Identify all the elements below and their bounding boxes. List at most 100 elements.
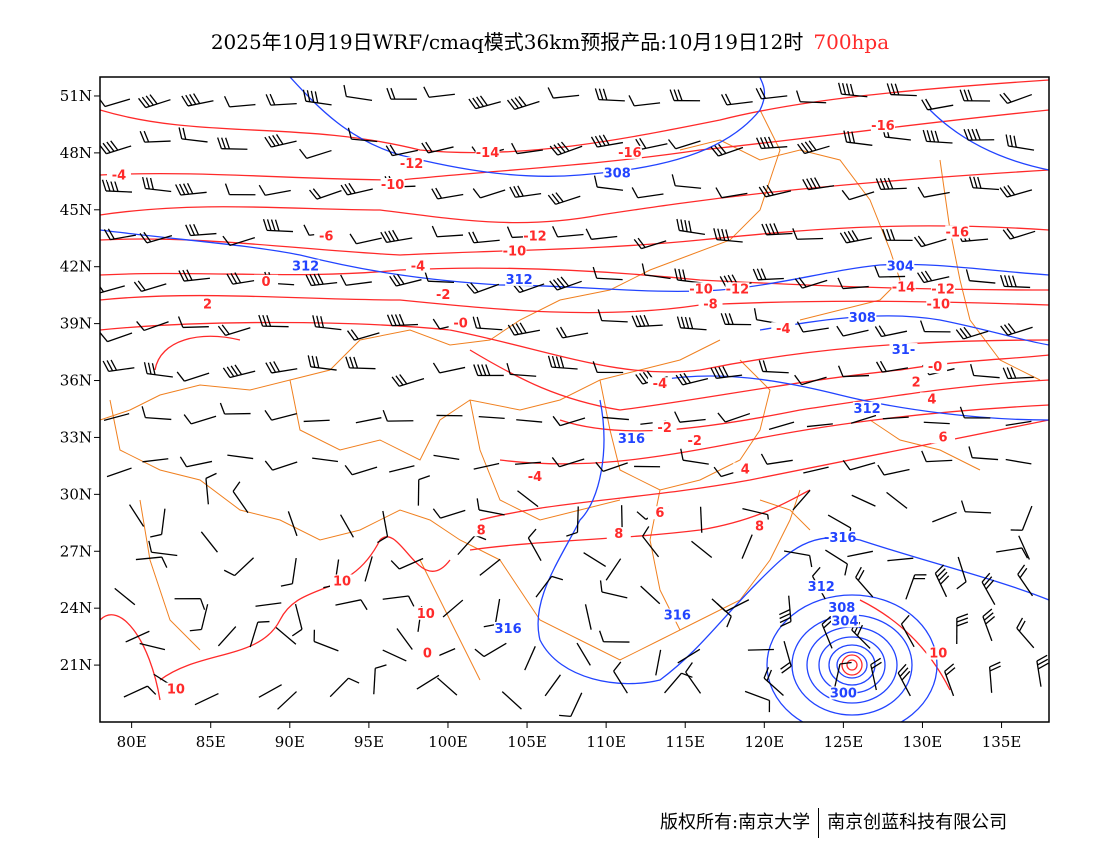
wind-barb <box>934 564 950 598</box>
barb-feather <box>963 128 969 141</box>
barb-feather <box>269 361 277 373</box>
wind-barb <box>905 574 927 600</box>
wind-barb <box>796 90 827 104</box>
barb-feather <box>1002 229 1011 240</box>
barb-feather <box>185 224 192 236</box>
barb-feather <box>959 406 965 419</box>
wind-barb <box>345 356 376 370</box>
barb-staff <box>982 616 993 642</box>
wind-barb <box>417 475 431 506</box>
barb-feather <box>1003 186 1012 197</box>
barb-feather <box>780 661 791 670</box>
barb-staff <box>882 416 909 420</box>
barb-feather <box>473 364 479 376</box>
barb-staff <box>392 149 418 157</box>
barb-staff <box>1007 326 1033 336</box>
barb-staff <box>596 277 623 281</box>
barb-staff <box>476 327 503 331</box>
wind-barb <box>576 642 591 666</box>
barb-staff <box>125 630 150 643</box>
barb-staff <box>437 677 458 696</box>
barb-feather <box>779 612 791 620</box>
wind-barb <box>222 235 256 247</box>
barb-feather <box>183 414 192 425</box>
barb-feather <box>230 272 238 284</box>
wind-barb <box>264 410 297 421</box>
barb-feather <box>968 446 973 458</box>
barb-feather <box>765 223 772 235</box>
barb-feather <box>762 185 771 197</box>
barb-feather <box>105 179 111 192</box>
barb-staff <box>562 332 589 339</box>
label-background <box>652 420 677 434</box>
barb-staff <box>620 505 623 532</box>
barb-feather <box>643 314 650 327</box>
wind-barb <box>219 402 251 415</box>
barb-staff <box>478 415 505 420</box>
barb-feather <box>547 355 553 368</box>
barb-staff <box>234 557 255 577</box>
wind-barb <box>194 692 219 706</box>
wind-barb <box>944 663 956 697</box>
barb-feather <box>769 223 776 235</box>
barb-feather <box>797 143 806 154</box>
barb-feather <box>681 672 693 678</box>
wind-barb <box>175 182 207 196</box>
barb-feather <box>549 280 558 291</box>
barb-feather <box>887 177 894 190</box>
barb-feather <box>684 220 688 232</box>
wind-barb <box>181 93 214 107</box>
barb-feather <box>913 577 926 580</box>
label-background <box>926 646 951 660</box>
barb-staff <box>146 234 173 244</box>
barb-feather <box>306 90 311 102</box>
wind-barb <box>631 187 664 199</box>
barb-feather <box>527 528 537 539</box>
wind-barb <box>875 360 909 373</box>
barb-feather <box>882 228 888 241</box>
wind-barb <box>710 143 744 157</box>
barb-staff <box>352 466 378 476</box>
barb-feather <box>186 269 193 281</box>
barb-staff <box>927 104 954 111</box>
barb-staff <box>598 98 625 102</box>
barb-feather <box>264 460 274 471</box>
barb-feather <box>302 89 307 102</box>
barb-feather <box>142 176 147 189</box>
barb-feather <box>602 88 608 101</box>
barb-staff <box>190 415 217 425</box>
barb-staff <box>544 674 561 697</box>
barb-feather <box>593 175 598 188</box>
barb-staff <box>664 672 682 694</box>
wind-barb <box>433 454 460 461</box>
barb-staff <box>1005 420 1032 426</box>
lat-tick-label: 45N <box>60 201 92 219</box>
wind-barb <box>691 540 713 559</box>
wind-barb <box>780 641 792 674</box>
barb-feather <box>1009 134 1013 147</box>
wind-barb <box>752 268 784 281</box>
barb-staff <box>416 674 440 690</box>
barb-feather <box>217 137 223 149</box>
isotherm-label: -2 <box>687 434 701 449</box>
barb-feather <box>511 142 518 154</box>
lon-tick-label: 95E <box>354 733 384 751</box>
wind-barb <box>959 89 991 102</box>
wind-barb <box>258 184 291 196</box>
barb-feather <box>713 466 722 477</box>
barb-staff <box>741 534 753 559</box>
isotherm-label: -4 <box>653 377 667 392</box>
barb-feather <box>794 278 803 289</box>
barb-feather <box>265 94 272 106</box>
wind-barb <box>232 481 249 514</box>
barb-feather <box>999 187 1008 198</box>
barb-feather <box>1017 564 1026 575</box>
barb-staff <box>934 573 948 598</box>
wind-barb <box>133 280 167 293</box>
barb-staff <box>205 478 210 505</box>
barb-staff <box>557 145 583 156</box>
barb-feather <box>810 177 817 189</box>
barb-feather <box>566 531 578 537</box>
barb-feather <box>766 184 774 196</box>
barb-staff <box>291 557 297 584</box>
